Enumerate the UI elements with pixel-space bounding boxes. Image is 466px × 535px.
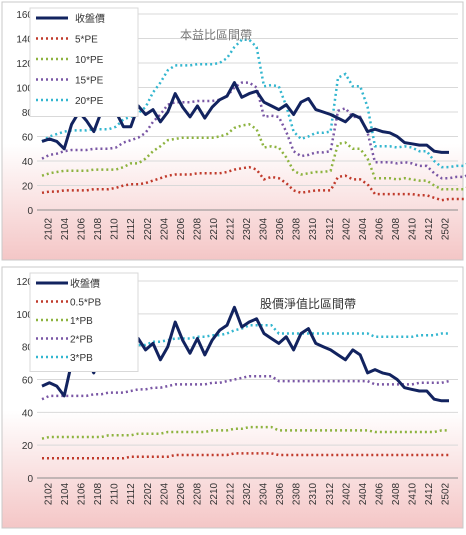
- chart-title: 本益比區間帶: [180, 28, 252, 42]
- x-tick-label: 2202: [143, 482, 154, 505]
- chart-title: 股價淨值比區間帶: [260, 296, 356, 311]
- x-tick-label: 2110: [110, 218, 121, 240]
- x-tick-label: 2212: [225, 482, 236, 505]
- x-tick-label: 2202: [143, 217, 154, 240]
- series-line-4: [41, 38, 466, 169]
- y-tick-label: 160: [16, 10, 33, 21]
- x-tick-label: 2404: [358, 482, 369, 505]
- x-tick-label: 2306: [275, 482, 286, 505]
- y-tick-label: 0: [27, 474, 33, 485]
- x-tick-label: 2102: [44, 482, 55, 505]
- x-tick-label: 2204: [159, 482, 170, 505]
- y-tick-label: 80: [22, 108, 34, 119]
- x-tick-label: 2312: [325, 217, 336, 240]
- x-tick-label: 2106: [77, 482, 88, 505]
- x-tick-label: 2112: [126, 483, 137, 505]
- legend-label: 0.5*PB: [70, 298, 101, 309]
- x-tick-label: 2408: [391, 482, 402, 505]
- y-tick-label: 100: [16, 310, 33, 321]
- series-line-2: [41, 425, 449, 440]
- x-tick-label: 2304: [259, 217, 270, 240]
- x-tick-label: 2212: [225, 217, 236, 240]
- y-tick-label: 140: [16, 35, 33, 46]
- x-tick-label: 2206: [176, 217, 187, 240]
- x-tick-label: 2312: [325, 482, 336, 505]
- x-tick-label: 2502: [441, 482, 452, 505]
- legend-label: 10*PE: [75, 55, 104, 66]
- x-tick-label: 2410: [407, 482, 418, 505]
- x-tick-label: 2406: [374, 217, 385, 240]
- x-axis-ticks: 2102 2104 2106 2108 2110 2112 2202 2204 2206 2208…: [37, 209, 458, 240]
- legend-label: 收盤價: [75, 12, 105, 25]
- legend-box: [29, 272, 139, 372]
- series-line-3: [41, 81, 466, 180]
- x-tick-label: 2412: [424, 217, 435, 240]
- x-tick-label: 2102: [44, 217, 55, 240]
- y-tick-label: 80: [22, 343, 34, 354]
- legend-label: 1*PB: [70, 316, 93, 327]
- x-tick-label: 2302: [242, 482, 253, 505]
- y-tick-label: 40: [22, 157, 34, 168]
- x-tick-label: 2208: [192, 482, 203, 505]
- series-line-3: [41, 374, 450, 401]
- x-tick-label: 2108: [93, 482, 104, 505]
- x-tick-label: 2304: [259, 482, 270, 505]
- y-tick-label: 60: [22, 133, 34, 144]
- legend: 收盤價 5*PE 10*PE 15*PE 20*PE: [29, 7, 139, 117]
- x-tick-label: 2308: [292, 482, 303, 505]
- x-tick-label: 2302: [242, 217, 253, 240]
- legend-label: 收盤價: [70, 277, 100, 290]
- y-tick-label: 20: [22, 441, 34, 452]
- y-tick-label: 60: [22, 376, 34, 387]
- x-tick-label: 2206: [176, 482, 187, 505]
- x-tick-label: 2106: [77, 217, 88, 240]
- x-tick-label: 2112: [126, 218, 137, 240]
- legend-label: 2*PB: [70, 335, 93, 346]
- x-tick-label: 2502: [441, 217, 452, 240]
- x-tick-label: 2308: [292, 217, 303, 240]
- pb-band-chart: 0 20 40 60 80 100 120 2102 2104 2106 2108 2110 2112…: [1, 266, 464, 529]
- x-tick-label: 2402: [341, 482, 352, 505]
- x-tick-label: 2410: [407, 217, 418, 240]
- legend: 收盤價 0.5*PB 1*PB 2*PB 3*PB: [29, 272, 139, 372]
- x-tick-label: 2104: [60, 217, 71, 240]
- x-tick-label: 2406: [374, 482, 385, 505]
- x-tick-label: 2210: [209, 482, 220, 505]
- x-tick-label: 2104: [60, 482, 71, 505]
- x-tick-label: 2110: [110, 483, 121, 505]
- y-tick-label: 0: [27, 206, 33, 217]
- legend-box: [29, 7, 139, 117]
- x-tick-label: 2402: [341, 217, 352, 240]
- legend-label: 20*PE: [75, 96, 104, 107]
- y-tick-label: 120: [16, 277, 33, 288]
- x-tick-label: 2412: [424, 482, 435, 505]
- y-tick-label: 120: [16, 59, 33, 70]
- legend-label: 5*PE: [75, 35, 98, 46]
- x-tick-label: 2210: [209, 217, 220, 240]
- x-tick-label: 2310: [308, 217, 319, 240]
- x-tick-label: 2404: [358, 217, 369, 240]
- x-tick-label: 2306: [275, 217, 286, 240]
- legend-label: 3*PB: [70, 353, 93, 364]
- x-axis-ticks: 2102 2104 2106 2108 2110 2112 2202 2204 2206 2208…: [37, 477, 458, 505]
- x-tick-label: 2310: [308, 482, 319, 505]
- x-tick-label: 2408: [391, 217, 402, 240]
- y-tick-label: 100: [16, 84, 33, 95]
- x-tick-label: 2108: [93, 217, 104, 240]
- y-tick-label: 40: [22, 408, 34, 419]
- legend-label: 15*PE: [75, 76, 104, 87]
- x-tick-label: 2208: [192, 217, 203, 240]
- y-tick-label: 20: [22, 182, 34, 193]
- x-tick-label: 2204: [159, 217, 170, 240]
